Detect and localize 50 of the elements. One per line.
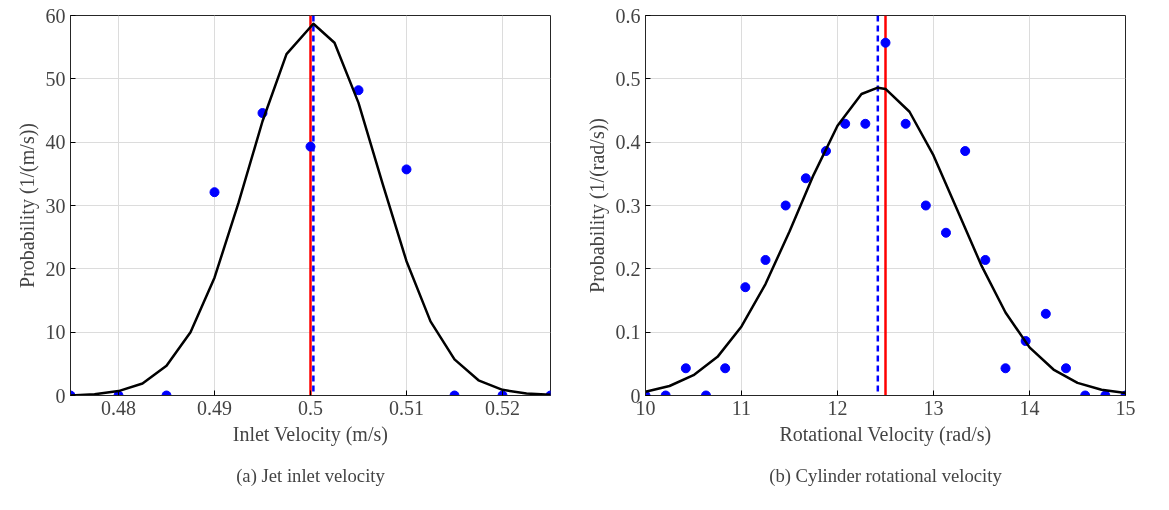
y-tick-label: 0.3 bbox=[615, 194, 641, 217]
point bbox=[740, 282, 751, 293]
x-tick-label: 13 bbox=[923, 396, 944, 419]
y-axis-title: Probability (1/(m/s)) bbox=[15, 123, 39, 288]
x-tick-label: 0.51 bbox=[389, 396, 424, 419]
y-tick-label: 50 bbox=[45, 67, 66, 90]
x-tick-label: 0.48 bbox=[101, 396, 136, 419]
y-tick-label: 30 bbox=[45, 194, 66, 217]
text: (b) Cylinder rotational velocity bbox=[769, 464, 1003, 487]
y-tick-label: 0.6 bbox=[615, 4, 641, 27]
point bbox=[840, 118, 851, 129]
y-tick-label: 60 bbox=[45, 4, 66, 27]
y-tick-label: 0.1 bbox=[615, 321, 641, 344]
x-axis-title: Rotational Velocity (rad/s) bbox=[779, 422, 992, 446]
point bbox=[720, 363, 731, 374]
point bbox=[980, 254, 991, 265]
x-tick-label: 11 bbox=[731, 396, 752, 419]
point bbox=[401, 164, 412, 175]
point bbox=[880, 37, 891, 48]
y-axis-title: Probability (1/(rad/s)) bbox=[585, 118, 609, 293]
point bbox=[960, 146, 971, 157]
x-tick-label: 0.5 bbox=[298, 396, 323, 419]
x-tick-label: 14 bbox=[1019, 396, 1040, 419]
x-axis-title: Inlet Velocity (m/s) bbox=[232, 422, 388, 446]
point bbox=[940, 227, 951, 238]
point bbox=[900, 118, 911, 129]
y-tick-label: 40 bbox=[45, 131, 66, 154]
y-tick-label: 0.5 bbox=[615, 67, 641, 90]
x-tick-label: 0.52 bbox=[485, 396, 520, 419]
point bbox=[780, 200, 791, 211]
point bbox=[680, 363, 691, 374]
point bbox=[1000, 363, 1011, 374]
x-tick-label: 12 bbox=[827, 396, 848, 419]
point bbox=[1060, 363, 1071, 374]
y-tick-label: 10 bbox=[45, 321, 66, 344]
text: (a) Jet inlet velocity bbox=[236, 464, 386, 487]
y-tick-label: 20 bbox=[45, 257, 66, 280]
point bbox=[760, 254, 771, 265]
point bbox=[209, 187, 220, 198]
y-tick-label: 0.4 bbox=[615, 131, 641, 154]
point bbox=[353, 85, 364, 96]
point bbox=[1040, 308, 1051, 319]
y-tick-label: 0 bbox=[55, 384, 66, 407]
point bbox=[920, 200, 931, 211]
point bbox=[800, 173, 811, 184]
x-tick-label: 0.49 bbox=[197, 396, 232, 419]
point bbox=[305, 141, 316, 152]
y-tick-label: 0.2 bbox=[615, 257, 641, 280]
point bbox=[860, 118, 871, 129]
x-tick-label: 15 bbox=[1115, 396, 1136, 419]
